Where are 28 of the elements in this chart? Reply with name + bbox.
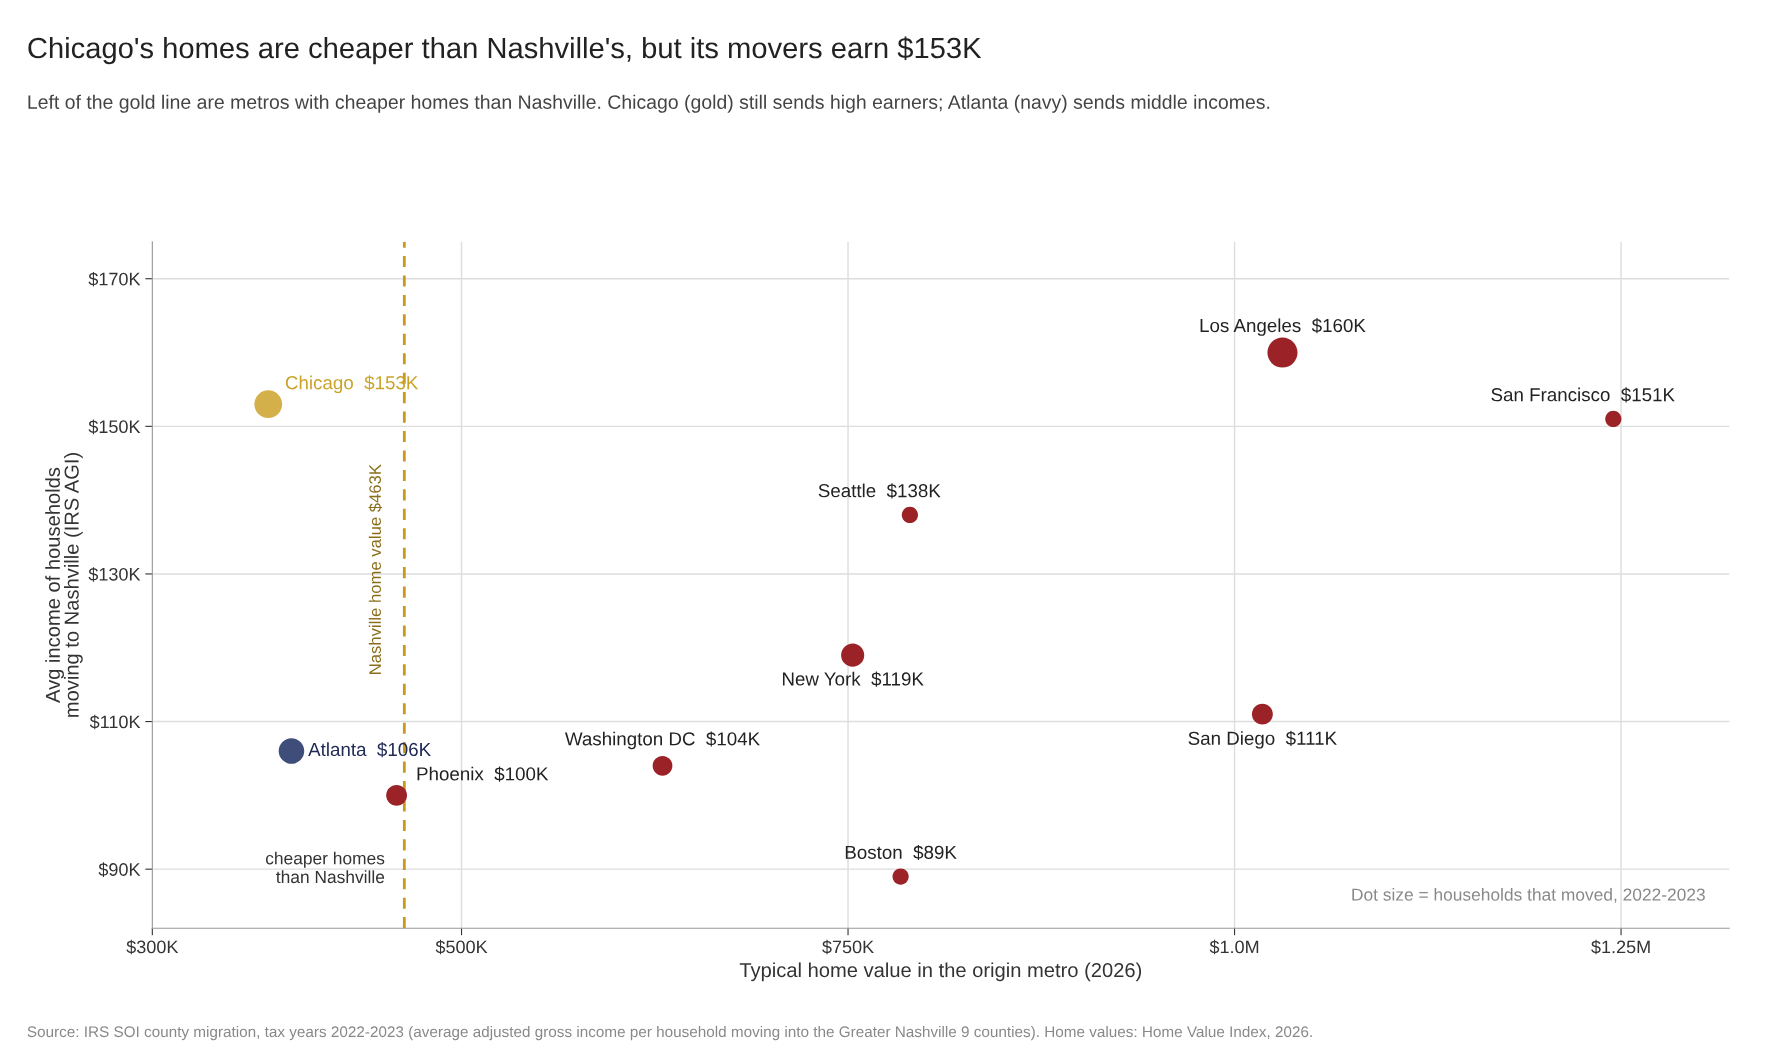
source-note: Source: IRS SOI county migration, tax years 2022-2023 (average adjusted gross income per household moving into the Greater Nashville 9 counties). Home values: Home Value Index, 2026. [27,1025,1312,1041]
y-axis-title: Avg income of households moving to Nashville (IRS AGI) [45,453,83,717]
y-tick-label: $150K [88,419,141,435]
y-tick-label: $170K [88,271,141,287]
chart-title: Chicago's homes are cheaper than Nashville's, but its movers earn $153K [28,36,982,65]
text: Seattle $138K [818,483,941,499]
text: Los Angeles $160K [1200,318,1366,336]
text: New York $119K [782,671,924,687]
annotation: Dot size = households that moved, 2022-2023 [1352,888,1705,903]
x-tick-label: $1.0M [1209,939,1259,955]
annotation: cheaper homes than Nashville [265,851,385,884]
x-tick-label: $750K [822,939,874,955]
y-tick-label: $90K [98,862,141,877]
y-tick-label: $130K [88,567,141,582]
x-tick-label: $1.25M [1591,939,1650,955]
text: Boston $89K [845,844,957,861]
text: Phoenix $100K [417,766,549,782]
chart-subtitle: Left of the gold line are metros with cheaper homes than Nashville. Chicago (gold) still sends high earners; Atlanta (navy) sends middle incomes. [28,94,1270,113]
x-tick-label: $500K [435,939,488,955]
text: San Francisco $151K [1491,387,1675,403]
text: Atlanta $106K [308,742,431,758]
text: San Diego $111K [1188,730,1337,749]
x-tick-label: $300K [126,939,179,955]
text: Washington DC $104K [564,731,760,750]
ref-line-label: Nashville home value $463K [368,464,383,674]
text: Chicago $153K [285,375,419,394]
y-tick-label: $110K [89,714,141,730]
x-axis-title: Typical home value in the origin metro (2026) [739,962,1142,982]
